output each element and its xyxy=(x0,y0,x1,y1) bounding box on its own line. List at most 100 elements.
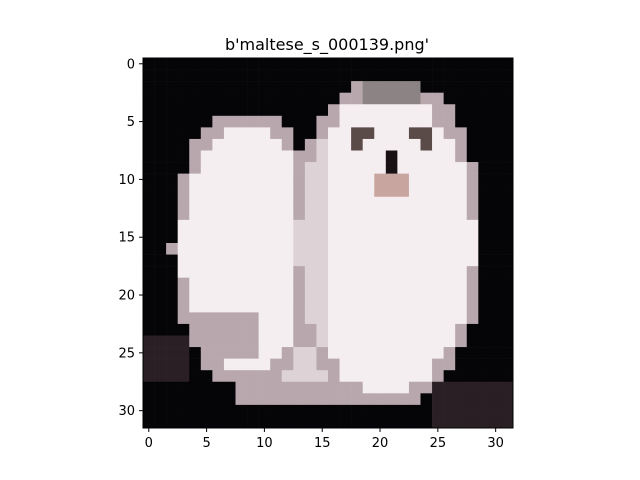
image-pixel xyxy=(432,185,444,198)
image-pixel xyxy=(189,58,202,70)
image-pixel xyxy=(443,150,456,163)
image-pixel xyxy=(270,150,283,163)
image-pixel xyxy=(223,58,236,70)
image-pixel xyxy=(200,219,213,232)
image-pixel xyxy=(281,115,294,128)
image-pixel xyxy=(397,381,410,394)
image-pixel xyxy=(351,92,363,105)
image-pixel xyxy=(443,416,456,429)
image-pixel xyxy=(455,173,468,186)
image-pixel xyxy=(270,347,283,359)
image-pixel xyxy=(189,231,202,244)
image-pixel xyxy=(443,231,456,244)
x-tick-label: 30 xyxy=(487,436,504,451)
image-pixel xyxy=(432,208,444,221)
image-pixel xyxy=(281,243,294,255)
image-pixel xyxy=(351,289,363,302)
image-pixel xyxy=(408,219,421,232)
image-pixel xyxy=(189,416,202,429)
image-pixel xyxy=(235,300,248,313)
image-pixel xyxy=(258,277,271,290)
image-pixel xyxy=(143,138,155,151)
image-pixel xyxy=(154,173,167,186)
image-pixel xyxy=(455,335,468,348)
image-pixel xyxy=(501,69,514,82)
image-pixel xyxy=(455,289,468,302)
image-pixel xyxy=(316,266,329,278)
image-pixel xyxy=(143,115,155,128)
image-pixel xyxy=(166,300,178,313)
image-pixel xyxy=(212,92,225,105)
image-pixel xyxy=(501,104,514,117)
image-pixel xyxy=(489,115,502,128)
image-pixel xyxy=(374,300,387,313)
image-pixel xyxy=(362,58,375,70)
image-pixel xyxy=(408,173,421,186)
image-pixel xyxy=(397,277,410,290)
image-pixel xyxy=(177,416,190,429)
image-pixel xyxy=(362,69,375,82)
image-pixel xyxy=(466,289,479,302)
image-pixel xyxy=(455,393,468,406)
image-pixel xyxy=(223,358,236,371)
image-pixel xyxy=(235,393,248,406)
image-pixel xyxy=(143,231,155,244)
image-pixel xyxy=(281,219,294,232)
image-pixel xyxy=(212,277,225,290)
image-pixel xyxy=(397,127,410,140)
image-pixel xyxy=(328,92,340,105)
image-pixel xyxy=(432,358,444,371)
image-pixel xyxy=(374,127,387,140)
image-pixel xyxy=(489,208,502,221)
image-pixel xyxy=(235,404,248,417)
image-pixel xyxy=(270,266,283,278)
image-pixel xyxy=(489,127,502,140)
image-pixel xyxy=(397,393,410,406)
image-pixel xyxy=(478,254,491,267)
image-pixel xyxy=(362,393,375,406)
image-pixel xyxy=(420,58,433,70)
image-pixel xyxy=(328,185,340,198)
image-pixel xyxy=(351,347,363,359)
image-pixel xyxy=(154,219,167,232)
image-pixel xyxy=(258,416,271,429)
image-pixel xyxy=(339,115,352,128)
image-pixel xyxy=(362,104,375,117)
image-pixel xyxy=(212,69,225,82)
image-pixel xyxy=(177,162,190,174)
image-pixel xyxy=(189,69,202,82)
image-pixel xyxy=(397,358,410,371)
image-pixel xyxy=(189,173,202,186)
image-pixel xyxy=(443,173,456,186)
image-pixel xyxy=(420,208,433,221)
image-pixel xyxy=(374,312,387,325)
image-pixel xyxy=(177,92,190,105)
image-pixel xyxy=(304,127,317,140)
image-pixel xyxy=(316,300,329,313)
image-pixel xyxy=(466,404,479,417)
image-pixel xyxy=(443,393,456,406)
image-pixel xyxy=(374,185,387,198)
image-pixel xyxy=(304,208,317,221)
image-pixel xyxy=(501,358,514,371)
x-tick-label: 15 xyxy=(314,436,331,451)
image-pixel xyxy=(339,254,352,267)
image-pixel xyxy=(281,370,294,383)
image-pixel xyxy=(339,150,352,163)
image-pixel xyxy=(362,254,375,267)
image-pixel xyxy=(408,358,421,371)
image-pixel xyxy=(177,81,190,93)
image-pixel xyxy=(304,185,317,198)
image-pixel xyxy=(247,231,259,244)
image-pixel xyxy=(304,138,317,151)
image-pixel xyxy=(489,243,502,255)
image-pixel xyxy=(420,196,433,209)
image-pixel xyxy=(432,393,444,406)
image-pixel xyxy=(235,208,248,221)
image-pixel xyxy=(304,173,317,186)
image-pixel xyxy=(166,347,178,359)
image-pixel xyxy=(478,185,491,198)
image-pixel xyxy=(420,81,433,93)
image-pixel xyxy=(455,185,468,198)
image-pixel xyxy=(235,115,248,128)
